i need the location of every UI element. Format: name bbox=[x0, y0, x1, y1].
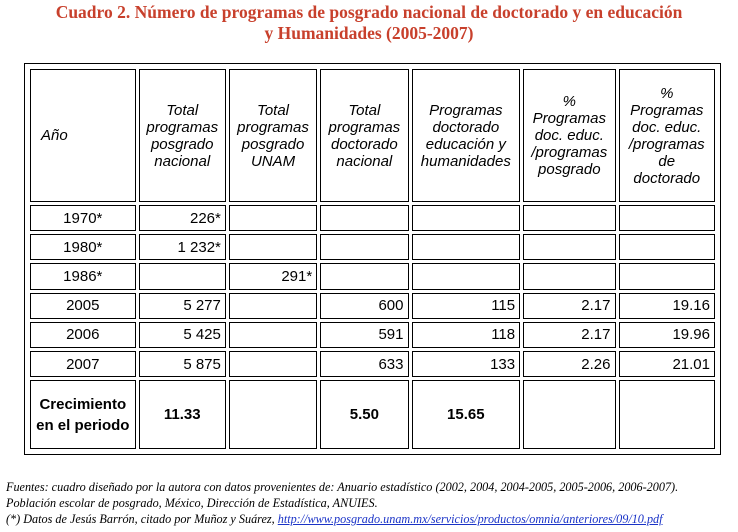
cell-year: 1980* bbox=[30, 234, 136, 261]
cell-growth-value bbox=[523, 380, 616, 449]
cell: 2.17 bbox=[523, 321, 616, 349]
growth-row: Crecimiento en el periodo 11.33 5.50 15.… bbox=[30, 380, 715, 449]
cell bbox=[523, 205, 616, 232]
cell: 19.96 bbox=[618, 321, 715, 349]
cell-year: 2007 bbox=[30, 351, 136, 378]
header-year: Año bbox=[30, 69, 136, 202]
header-total-posgrado-unam: Total programas posgrado UNAM bbox=[228, 69, 318, 202]
header-pct-doctorado: % Programas doc. educ. /programas de doc… bbox=[618, 69, 715, 202]
title-line-1: Cuadro 2. Número de programas de posgrad… bbox=[55, 2, 683, 22]
cell-year: 2006 bbox=[30, 321, 136, 349]
cell: 226* bbox=[138, 205, 226, 232]
footnote-barron-text: (*) Datos de Jesús Barrón, citado por Mu… bbox=[6, 512, 275, 526]
footnote-population: Población escolar de posgrado, México, D… bbox=[6, 496, 378, 510]
header-doctorado-educacion: Programas doctorado educación y humanida… bbox=[411, 69, 521, 202]
cell-growth-value bbox=[228, 380, 318, 449]
header-total-posgrado-nacional: Total programas posgrado nacional bbox=[138, 69, 226, 202]
cell bbox=[320, 263, 409, 290]
cell: 633 bbox=[320, 351, 409, 378]
cell bbox=[411, 205, 521, 232]
cell: 21.01 bbox=[618, 351, 715, 378]
cell: 5 425 bbox=[138, 321, 226, 349]
cell: 2.17 bbox=[523, 292, 616, 319]
footnotes: Fuentes: cuadro diseñado por la autora c… bbox=[6, 479, 738, 527]
cell bbox=[228, 292, 318, 319]
source-link[interactable]: http://www.posgrado.unam.mx/servicios/pr… bbox=[277, 512, 663, 526]
cell bbox=[228, 205, 318, 232]
cell bbox=[228, 351, 318, 378]
table-row: 2005 5 277 600 115 2.17 19.16 bbox=[30, 292, 715, 319]
table-row: 1970* 226* bbox=[30, 205, 715, 232]
table-row: 1986* 291* bbox=[30, 263, 715, 290]
cell: 19.16 bbox=[618, 292, 715, 319]
cell-growth-value: 5.50 bbox=[320, 380, 409, 449]
cell-growth-value: 11.33 bbox=[138, 380, 226, 449]
cell-year: 2005 bbox=[30, 292, 136, 319]
cell: 133 bbox=[411, 351, 521, 378]
title-line-2: y Humanidades (2005-2007) bbox=[264, 23, 474, 43]
table-row: 2006 5 425 591 118 2.17 19.96 bbox=[30, 321, 715, 349]
cell bbox=[618, 234, 715, 261]
table-title: Cuadro 2. Número de programas de posgrad… bbox=[0, 2, 738, 44]
cell bbox=[320, 234, 409, 261]
data-table-frame: Año Total programas posgrado nacional To… bbox=[24, 63, 721, 455]
cell bbox=[411, 234, 521, 261]
table-row: 1980* 1 232* bbox=[30, 234, 715, 261]
cell-growth-label: Crecimiento en el periodo bbox=[30, 380, 136, 449]
cell-year: 1986* bbox=[30, 263, 136, 290]
header-pct-posgrado: % Programas doc. educ. /programas posgra… bbox=[523, 69, 616, 202]
header-total-doctorado-nacional: Total programas doctorado nacional bbox=[320, 69, 409, 202]
cell: 600 bbox=[320, 292, 409, 319]
cell bbox=[618, 205, 715, 232]
cell: 2.26 bbox=[523, 351, 616, 378]
footnote-barron: (*) Datos de Jesús Barrón, citado por Mu… bbox=[6, 511, 738, 527]
cell bbox=[523, 263, 616, 290]
footnote-sources: Fuentes: cuadro diseñado por la autora c… bbox=[6, 480, 679, 494]
cell: 291* bbox=[228, 263, 318, 290]
cell: 5 277 bbox=[138, 292, 226, 319]
cell bbox=[228, 234, 318, 261]
cell: 591 bbox=[320, 321, 409, 349]
cell-growth-value bbox=[618, 380, 715, 449]
cell-year: 1970* bbox=[30, 205, 136, 232]
cell bbox=[138, 263, 226, 290]
cell: 1 232* bbox=[138, 234, 226, 261]
cell bbox=[523, 234, 616, 261]
data-table: Año Total programas posgrado nacional To… bbox=[27, 66, 718, 452]
cell-growth-value: 15.65 bbox=[411, 380, 521, 449]
table-row: 2007 5 875 633 133 2.26 21.01 bbox=[30, 351, 715, 378]
cell bbox=[228, 321, 318, 349]
cell: 5 875 bbox=[138, 351, 226, 378]
cell bbox=[618, 263, 715, 290]
cell bbox=[411, 263, 521, 290]
cell: 118 bbox=[411, 321, 521, 349]
cell bbox=[320, 205, 409, 232]
cell: 115 bbox=[411, 292, 521, 319]
